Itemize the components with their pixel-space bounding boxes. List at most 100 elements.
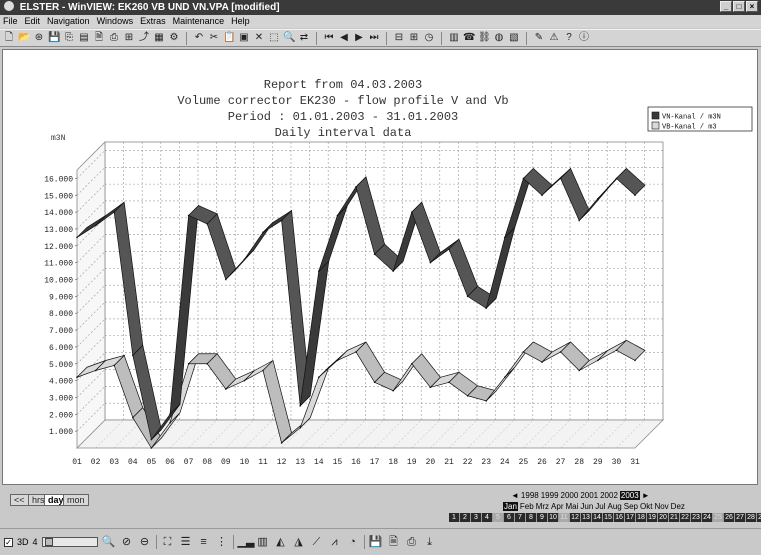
preview-chart-icon[interactable]: 🗎	[389, 536, 398, 548]
delete-icon[interactable]: ✕	[254, 32, 264, 43]
day-10[interactable]: 10	[548, 513, 559, 522]
month-sep[interactable]: Sep	[623, 502, 638, 511]
cut-icon[interactable]: ✂	[209, 32, 219, 43]
menu-navigation[interactable]: Navigation	[47, 16, 90, 26]
next-record-icon[interactable]: ▶	[355, 32, 363, 43]
month-jan[interactable]: Jan	[503, 502, 518, 511]
day-20[interactable]: 20	[658, 513, 669, 522]
fit-icon[interactable]: ⛶	[163, 536, 172, 548]
ribbon-chart-icon[interactable]: ◮	[294, 536, 303, 548]
save-icon[interactable]: 💾	[48, 32, 61, 43]
menu-extras[interactable]: Extras	[140, 16, 166, 26]
day-27[interactable]: 27	[735, 513, 746, 522]
first-record-icon[interactable]: ⏮	[324, 32, 334, 43]
day-12[interactable]: 12	[570, 513, 581, 522]
undo-icon[interactable]: ↶	[194, 32, 204, 43]
open-folder-icon[interactable]: 📂	[18, 32, 31, 43]
bar-chart-icon[interactable]: ▁▃	[237, 536, 255, 548]
day-4[interactable]: 4	[482, 513, 493, 522]
month-jun[interactable]: Jun	[580, 502, 594, 511]
line-chart-icon[interactable]: ⟋	[312, 536, 321, 548]
day-14[interactable]: 14	[592, 513, 603, 522]
select-icon[interactable]: ⬚	[269, 32, 279, 43]
month-jul[interactable]: Jul	[595, 502, 606, 511]
year-2000[interactable]: 2000	[560, 491, 579, 500]
day-16[interactable]: 16	[614, 513, 625, 522]
menu-help[interactable]: Help	[231, 16, 250, 26]
modem-icon[interactable]: ☎	[463, 32, 476, 43]
month-dez[interactable]: Dez	[670, 502, 685, 511]
grid-view-icon[interactable]: ⊟	[394, 32, 404, 43]
day-29[interactable]: 29	[757, 513, 761, 522]
month-apr[interactable]: Apr	[551, 502, 564, 511]
menu-windows[interactable]: Windows	[96, 16, 134, 26]
day-22[interactable]: 22	[680, 513, 691, 522]
clipboard-icon[interactable]: ▣	[239, 32, 249, 43]
preview-icon[interactable]: ▤	[79, 32, 89, 43]
year-2003[interactable]: 2003	[619, 491, 640, 500]
day-5[interactable]: 5	[493, 513, 504, 522]
mixed-chart-icon[interactable]: ⩘	[331, 536, 338, 548]
month-nov[interactable]: Nov	[654, 502, 669, 511]
export-chart-icon[interactable]: ⤓	[427, 536, 432, 548]
tab-back[interactable]: <<	[10, 494, 29, 506]
help-pointer-icon[interactable]: ?	[566, 32, 572, 43]
day-2[interactable]: 2	[460, 513, 471, 522]
area-chart-icon[interactable]: ◭	[276, 536, 285, 548]
prev-record-icon[interactable]: ◀	[340, 32, 348, 43]
menu-file[interactable]: File	[3, 16, 18, 26]
maximize-button[interactable]: □	[733, 1, 745, 12]
paste-icon[interactable]: 📋	[223, 32, 236, 43]
year-2001[interactable]: 2001	[580, 491, 599, 500]
save-chart-icon[interactable]: 💾	[368, 536, 383, 548]
find-icon[interactable]: 🔍	[283, 32, 296, 43]
legend-toggle-icon[interactable]: ☰	[180, 536, 191, 548]
zoom-reset-icon[interactable]: ⊘	[121, 536, 132, 548]
table-icon[interactable]: ▦	[154, 32, 164, 43]
network-icon[interactable]: ⛓	[478, 32, 491, 43]
tools-icon[interactable]: ✎	[534, 32, 544, 43]
month-aug[interactable]: Aug	[607, 502, 622, 511]
clock-icon[interactable]: ◷	[424, 32, 434, 43]
3d-checkbox[interactable]: ✓	[4, 537, 13, 547]
prev-year-arrow[interactable]: ◄	[511, 491, 519, 500]
copy-icon[interactable]: ⎘	[65, 32, 73, 43]
zoom-in-icon[interactable]: 🔍	[101, 536, 116, 548]
menu-edit[interactable]: Edit	[24, 16, 41, 26]
year-1999[interactable]: 1999	[540, 491, 559, 500]
year-1998[interactable]: 1998	[520, 491, 539, 500]
settings-icon[interactable]: ⚙	[169, 32, 179, 43]
print-chart-icon[interactable]: ⎙	[407, 536, 416, 548]
day-26[interactable]: 26	[724, 513, 735, 522]
month-okt[interactable]: Okt	[639, 502, 653, 511]
day-13[interactable]: 13	[581, 513, 592, 522]
day-19[interactable]: 19	[647, 513, 658, 522]
day-1[interactable]: 1	[449, 513, 460, 522]
year-2002[interactable]: 2002	[600, 491, 618, 500]
day-8[interactable]: 8	[526, 513, 537, 522]
export-icon[interactable]: ⤴	[139, 32, 149, 43]
device-icon[interactable]: ▥	[449, 32, 459, 43]
day-17[interactable]: 17	[625, 513, 636, 522]
page-icon[interactable]: 🗎	[94, 32, 104, 43]
archive-icon[interactable]: ▧	[509, 32, 519, 43]
depth-slider[interactable]	[41, 537, 98, 547]
slider-thumb[interactable]	[44, 538, 53, 546]
marker-toggle-icon[interactable]: ≡	[200, 536, 207, 548]
month-mai[interactable]: Mai	[565, 502, 579, 511]
day-11[interactable]: 11	[559, 513, 570, 522]
connect-icon[interactable]: ⊛	[34, 32, 44, 43]
minimize-button[interactable]: _	[720, 1, 732, 12]
day-24[interactable]: 24	[702, 513, 713, 522]
globe-icon[interactable]: ◍	[494, 32, 504, 43]
last-record-icon[interactable]: ⏭	[369, 32, 379, 43]
split-view-icon[interactable]: ⊞	[409, 32, 419, 43]
replace-icon[interactable]: ⇄	[299, 32, 309, 43]
new-file-icon[interactable]: 🗋	[4, 32, 14, 43]
warning-icon[interactable]: ⚠	[549, 32, 559, 43]
print-icon[interactable]: ⎙	[110, 32, 118, 43]
day-25[interactable]: 25	[713, 513, 724, 522]
info-icon[interactable]: ⓘ	[579, 32, 589, 43]
day-21[interactable]: 21	[669, 513, 680, 522]
day-6[interactable]: 6	[504, 513, 515, 522]
